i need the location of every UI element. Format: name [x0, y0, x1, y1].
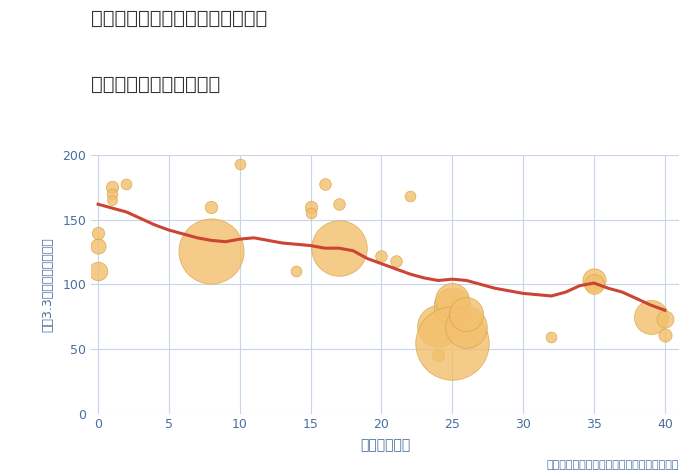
Point — [121, 180, 132, 187]
Text: 築年数別中古戸建て価格: 築年数別中古戸建て価格 — [91, 75, 220, 94]
Point — [447, 296, 458, 304]
Point — [106, 184, 118, 191]
Y-axis label: 坪（3.3㎡）単価（万円）: 坪（3.3㎡）単価（万円） — [41, 237, 54, 332]
Point — [92, 267, 104, 275]
Point — [461, 323, 472, 331]
Point — [433, 322, 444, 329]
Point — [390, 257, 401, 265]
X-axis label: 築年数（年）: 築年数（年） — [360, 439, 410, 453]
Point — [206, 247, 217, 254]
Point — [659, 331, 671, 338]
Point — [305, 210, 316, 217]
Point — [433, 352, 444, 359]
Point — [447, 339, 458, 346]
Point — [376, 252, 387, 259]
Point — [206, 203, 217, 211]
Point — [290, 267, 302, 275]
Point — [546, 334, 557, 341]
Point — [92, 242, 104, 249]
Point — [106, 196, 118, 204]
Point — [319, 180, 330, 187]
Point — [589, 277, 600, 284]
Point — [92, 229, 104, 236]
Text: 円の大きさは、取引のあった物件面積を示す: 円の大きさは、取引のあった物件面積を示す — [547, 460, 679, 470]
Point — [659, 315, 671, 323]
Point — [447, 303, 458, 310]
Point — [234, 160, 246, 168]
Point — [645, 313, 657, 321]
Point — [589, 281, 600, 288]
Point — [333, 200, 344, 208]
Point — [333, 244, 344, 252]
Point — [461, 310, 472, 318]
Text: 愛知県名古屋市中村区則武本通の: 愛知県名古屋市中村区則武本通の — [91, 9, 267, 28]
Point — [404, 193, 415, 200]
Point — [106, 190, 118, 197]
Point — [305, 203, 316, 211]
